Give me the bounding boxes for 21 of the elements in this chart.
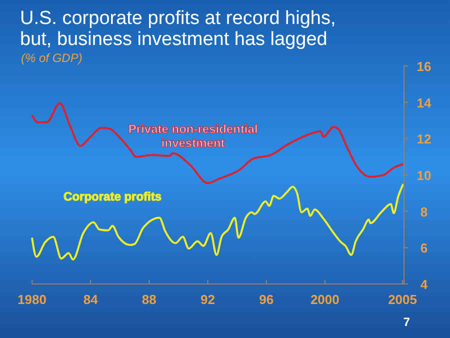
x-tick-label: 1980 xyxy=(18,292,46,307)
x-tick-label: 2005 xyxy=(388,292,417,307)
series-label: Private non-residential investment xyxy=(128,122,258,150)
x-tick-label: 84 xyxy=(83,292,99,307)
y-tick-label: 6 xyxy=(420,240,428,256)
x-tick-label: 88 xyxy=(142,292,156,307)
chart-title: U.S. corporate profits at record highs, but, business investment has lagged xyxy=(20,8,336,50)
line-series xyxy=(31,102,404,184)
x-tick-label: 92 xyxy=(200,292,215,307)
chart-subtitle: (% of GDP) xyxy=(21,51,82,65)
y-tick-label: 12 xyxy=(416,132,432,147)
y-tick-label: 8 xyxy=(420,204,428,220)
text: 7 xyxy=(403,315,410,329)
y-tick-label: 14 xyxy=(416,95,432,110)
line-series xyxy=(31,183,404,260)
x-tick-label: 2000 xyxy=(310,292,340,307)
y-tick-label: 4 xyxy=(420,277,428,292)
y-tick-label: 10 xyxy=(416,168,432,183)
y-tick-label: 16 xyxy=(416,59,432,74)
series-label: Corporate profits xyxy=(64,189,162,204)
x-tick-label: 96 xyxy=(259,292,274,307)
